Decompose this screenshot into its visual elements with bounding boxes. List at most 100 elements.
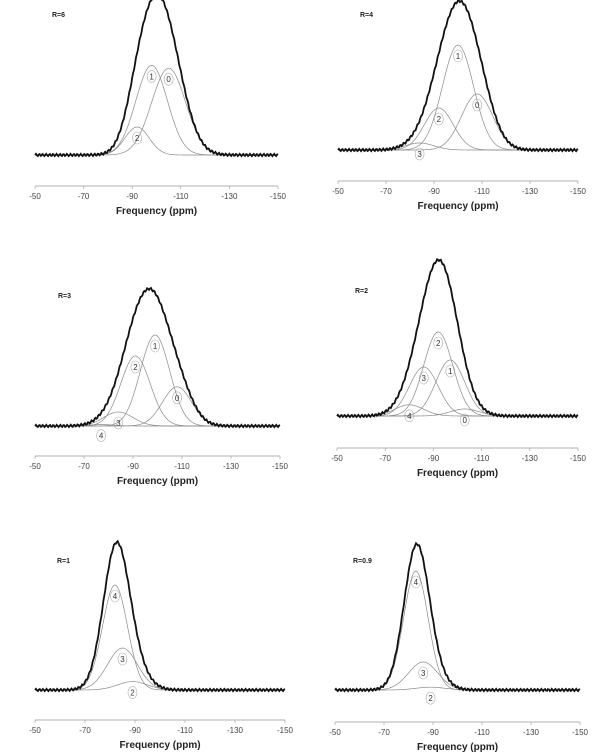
peak-label-2: 2 bbox=[428, 694, 433, 703]
peak-label-ring bbox=[433, 336, 444, 350]
x-tick-label: -130 bbox=[522, 454, 539, 463]
envelope-curve bbox=[334, 541, 581, 693]
peak-label-ring bbox=[445, 364, 456, 378]
x-tick-label: -90 bbox=[427, 728, 439, 737]
x-axis-label: Frequency (ppm) bbox=[417, 742, 498, 753]
peak-label-4: 4 bbox=[414, 578, 419, 587]
peak-label-3: 3 bbox=[120, 655, 125, 664]
panel-title: R=3 bbox=[58, 293, 71, 300]
peak-label-1: 1 bbox=[153, 342, 158, 351]
x-tick-label: -110 bbox=[177, 726, 193, 735]
peak-label-ring bbox=[418, 371, 429, 385]
x-axis-label: Frequency (ppm) bbox=[417, 468, 498, 479]
peak-label-2: 2 bbox=[133, 363, 138, 372]
x-axis-label: Frequency (ppm) bbox=[119, 740, 200, 751]
x-tick-label: -50 bbox=[332, 187, 344, 196]
x-axis-label: Frequency (ppm) bbox=[116, 206, 197, 217]
x-tick-label: -130 bbox=[227, 726, 244, 735]
x-tick-label: -150 bbox=[272, 462, 289, 471]
x-tick-label: -110 bbox=[474, 187, 490, 196]
envelope-curve bbox=[34, 286, 281, 429]
component-curve-2 bbox=[35, 126, 278, 156]
component-curve-2 bbox=[35, 355, 280, 427]
peak-label-ring bbox=[459, 413, 470, 427]
peak-label-3: 3 bbox=[417, 150, 422, 159]
x-tick-label: -70 bbox=[78, 192, 90, 201]
peak-label-0: 0 bbox=[475, 101, 480, 110]
panel-6: R=0.9 4 3 2 -50 -70 -90 -110 -130 -150 Frequency (… bbox=[329, 541, 589, 753]
peak-label-1: 1 bbox=[456, 52, 461, 61]
component-curve-3 bbox=[337, 366, 578, 417]
component-curve-1 bbox=[35, 65, 278, 156]
x-tick-label: -90 bbox=[428, 454, 440, 463]
peak-label-ring bbox=[404, 409, 415, 423]
panel-4: R=2 0 1 2 3 4 -50 -70 -90 -110 -130 -150 Frequency (… bbox=[331, 257, 587, 479]
x-tick-label: -150 bbox=[572, 728, 589, 737]
peak-label-ring bbox=[96, 429, 106, 442]
peak-label-ring bbox=[425, 691, 436, 705]
peak-label-ring bbox=[472, 98, 483, 112]
x-tick-label: -90 bbox=[129, 726, 141, 735]
peak-label-ring bbox=[127, 686, 138, 699]
panel-5: R=1 4 3 2 -50 -70 -90 -110 -130 -150 Frequency (pp… bbox=[29, 539, 294, 751]
panel-title: R=1 bbox=[57, 558, 70, 565]
x-tick-label: -150 bbox=[570, 454, 587, 463]
x-tick-label: -50 bbox=[29, 462, 41, 471]
x-tick-label: -110 bbox=[474, 454, 490, 463]
x-tick-label: -50 bbox=[29, 726, 41, 735]
peak-label-1: 1 bbox=[149, 72, 154, 81]
peak-label-ring bbox=[130, 360, 141, 374]
x-tick-label: -50 bbox=[329, 728, 341, 737]
x-tick-label: -70 bbox=[380, 187, 392, 196]
x-axis-label: Frequency (ppm) bbox=[417, 201, 498, 212]
component-curve-0 bbox=[35, 386, 280, 427]
component-curve-3 bbox=[35, 411, 280, 427]
peak-label-2: 2 bbox=[436, 339, 441, 348]
x-tick-label: -90 bbox=[428, 187, 440, 196]
peak-label-3: 3 bbox=[422, 374, 427, 383]
panel-title: R=2 bbox=[355, 288, 368, 295]
component-curve-1 bbox=[337, 359, 578, 417]
peak-label-1: 1 bbox=[448, 367, 453, 376]
envelope-curve bbox=[337, 0, 579, 153]
component-curve-2 bbox=[337, 331, 578, 417]
peak-label-ring bbox=[172, 391, 182, 405]
envelope-curve bbox=[34, 0, 279, 158]
x-tick-label: -90 bbox=[126, 192, 138, 201]
x-tick-label: -90 bbox=[127, 462, 139, 471]
peak-label-ring bbox=[163, 72, 174, 86]
x-tick-label: -70 bbox=[78, 462, 90, 471]
peak-label-2: 2 bbox=[437, 115, 442, 124]
peak-label-2: 2 bbox=[130, 689, 135, 698]
peak-label-4: 4 bbox=[407, 412, 412, 421]
peak-label-4: 4 bbox=[113, 592, 118, 601]
peak-label-ring bbox=[113, 416, 124, 430]
x-tick-label: -130 bbox=[522, 187, 539, 196]
panel-title: R=0.9 bbox=[353, 558, 372, 565]
x-tick-label: -110 bbox=[173, 192, 189, 201]
peak-label-2: 2 bbox=[135, 134, 140, 143]
peak-label-ring bbox=[117, 652, 128, 666]
component-curve-3 bbox=[35, 647, 285, 691]
x-tick-label: -130 bbox=[221, 192, 238, 201]
peak-label-ring bbox=[453, 49, 463, 63]
peak-label-ring bbox=[414, 147, 425, 161]
peak-label-0: 0 bbox=[166, 75, 171, 84]
x-tick-label: -130 bbox=[223, 462, 240, 471]
x-tick-label: -150 bbox=[277, 726, 294, 735]
x-tick-label: -70 bbox=[378, 728, 390, 737]
panel-2: R=4 0 1 2 3 -50 -70 -90 -110 -130 -150 Frequency (p… bbox=[332, 0, 587, 212]
panel-title: R=6 bbox=[52, 12, 65, 19]
peak-label-ring bbox=[146, 70, 157, 83]
peak-label-4: 4 bbox=[99, 432, 104, 441]
x-tick-label: -70 bbox=[79, 726, 91, 735]
component-curve-1 bbox=[35, 334, 280, 427]
peak-label-ring bbox=[110, 589, 120, 603]
x-tick-label: -130 bbox=[523, 728, 540, 737]
peak-label-ring bbox=[411, 575, 421, 589]
peak-label-0: 0 bbox=[463, 416, 468, 425]
peak-label-ring bbox=[433, 112, 444, 126]
envelope-curve bbox=[34, 539, 286, 693]
